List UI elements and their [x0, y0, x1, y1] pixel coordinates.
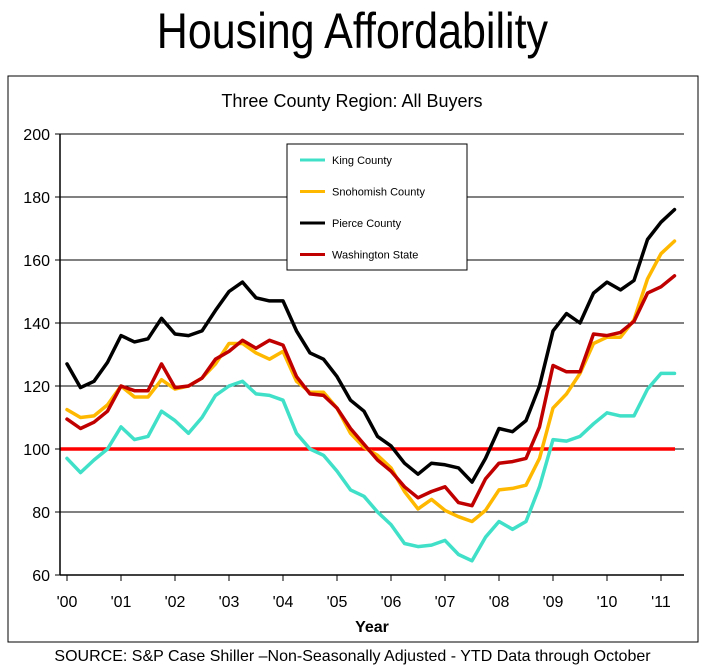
series-line-washington-state [65, 274, 677, 508]
y-tick-label: 60 [32, 568, 50, 585]
x-tick-label: '00 [57, 594, 78, 611]
legend-label: King County [332, 155, 392, 167]
y-tick-label: 120 [23, 379, 50, 396]
x-tick-label: '05 [327, 594, 348, 611]
x-tick-label: '01 [111, 594, 132, 611]
chart-subtitle: Three County Region: All Buyers [221, 91, 482, 111]
series-line-pierce-county [65, 207, 677, 484]
y-tick-label: 80 [32, 505, 50, 522]
x-tick-label: '02 [165, 594, 186, 611]
x-tick-label: '04 [273, 594, 294, 611]
x-tick-label: '09 [543, 594, 564, 611]
axes [59, 134, 684, 576]
x-tick-labels: '00 '01 '02 '03 '04 '05 '06 '07 '08 '09 '10 '11 [57, 575, 671, 611]
x-tick-label: '06 [381, 594, 402, 611]
y-tick-label: 100 [23, 442, 50, 459]
y-tick-label: 200 [23, 127, 50, 144]
legend-label: Washington State [332, 250, 418, 262]
series-layer [65, 207, 677, 563]
y-tick-labels: 60 80 100 120 140 160 180 200 [23, 127, 60, 585]
y-tick-label: 160 [23, 253, 50, 270]
legend: King County Snohomish County Pierce County… [286, 143, 468, 271]
x-tick-label: '08 [489, 594, 510, 611]
legend-label: Pierce County [332, 218, 402, 230]
y-tick-label: 140 [23, 316, 50, 333]
x-tick-label: '10 [597, 594, 618, 611]
slide-title: Housing Affordability [156, 3, 549, 59]
source-note: SOURCE: S&P Case Shiller –Non-Seasonally… [54, 648, 651, 665]
legend-label: Snohomish County [332, 187, 425, 199]
x-tick-label: '07 [435, 594, 456, 611]
series-line-king-county [65, 371, 677, 563]
x-axis-title: Year [355, 619, 389, 636]
x-tick-label: '03 [219, 594, 240, 611]
legend-box [286, 143, 468, 271]
y-tick-label: 180 [23, 190, 50, 207]
x-tick-label: '11 [651, 594, 671, 611]
